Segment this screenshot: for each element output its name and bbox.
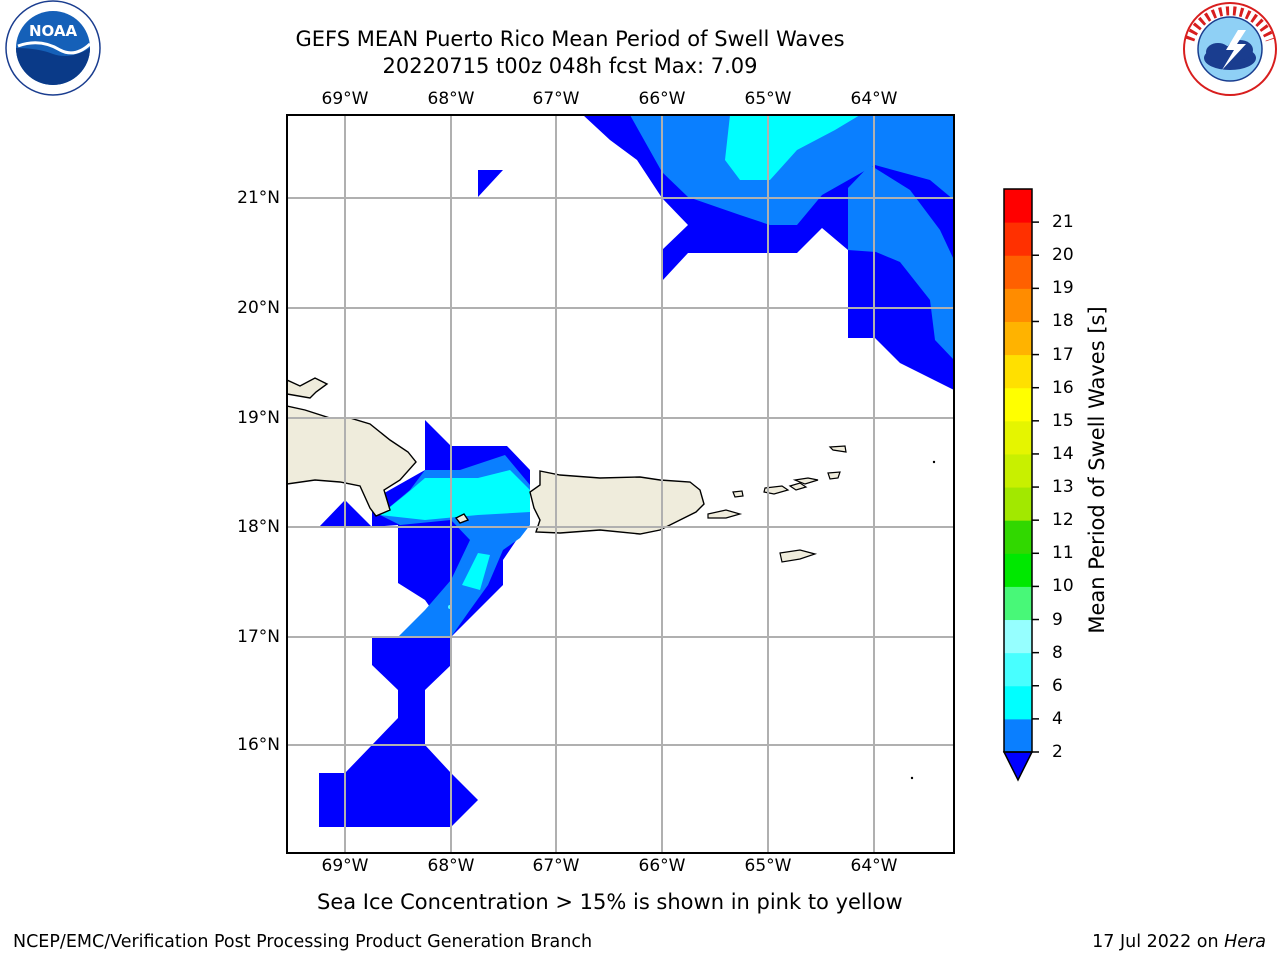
colorbar-tick-label: 19: [1052, 278, 1074, 299]
lat-label-right: 20°N: [958, 298, 1001, 318]
lat-label-left: 19°N: [237, 408, 280, 428]
footer-date-text: 17 Jul 2022 on: [1092, 932, 1219, 952]
colorbar-tick-label: 10: [1052, 576, 1074, 597]
nws-logo: [1183, 2, 1277, 96]
colorbar-tick-label: 12: [1052, 510, 1074, 531]
chart-title: GEFS MEAN Puerto Rico Mean Period of Swe…: [295, 27, 845, 51]
colorbar-tick-label: 6: [1052, 675, 1063, 696]
colorbar-tick-label: 18: [1052, 311, 1074, 332]
lon-label-bottom: 69°W: [321, 856, 369, 876]
lat-label-left: 21°N: [237, 188, 280, 208]
colorbar-tick-label: 15: [1052, 410, 1074, 431]
colorbar-tick-label: 16: [1052, 377, 1074, 398]
colorbar-title: Mean Period of Swell Waves [s]: [1085, 306, 1109, 634]
lat-label-right: 16°N: [958, 735, 1001, 755]
lat-label-right: 19°N: [958, 408, 1001, 428]
footer-date: 17 Jul 2022 on Hera: [1092, 932, 1266, 952]
footer-credit: NCEP/EMC/Verification Post Processing Pr…: [13, 932, 593, 952]
colorbar-tick-label: 17: [1052, 344, 1074, 365]
lat-label-left: 17°N: [237, 627, 280, 647]
lat-label-right: 18°N: [958, 517, 1001, 537]
lon-label-bottom: 66°W: [638, 856, 686, 876]
chart-subtitle: 20220715 t00z 048h fcst Max: 7.09: [382, 54, 758, 78]
lat-label-left: 20°N: [237, 298, 280, 318]
land-mona-island: [454, 513, 470, 524]
map-gridlines: [287, 115, 954, 853]
map-area: [287, 115, 954, 853]
land-small-islands: [707, 445, 847, 563]
lon-label-top: 68°W: [427, 89, 475, 109]
swell-field-6-7: [380, 115, 860, 590]
lon-label-top: 64°W: [850, 89, 898, 109]
map-frame: [286, 114, 955, 854]
colorbar-tick-label: 8: [1052, 642, 1063, 663]
colorbar-tick-label: 2: [1052, 742, 1063, 762]
lon-label-top: 69°W: [321, 89, 369, 109]
noaa-logo: NOAA: [5, 0, 101, 96]
sea-ice-caption: Sea Ice Concentration > 15% is shown in …: [317, 890, 903, 914]
lat-label-left: 16°N: [237, 735, 280, 755]
lon-label-bottom: 67°W: [532, 856, 580, 876]
lat-label-right: 21°N: [958, 188, 1001, 208]
lon-label-top: 67°W: [532, 89, 580, 109]
footer-machine: Hera: [1224, 932, 1266, 952]
colorbar-tick-label: 13: [1052, 477, 1074, 498]
colorbar-tick-label: 14: [1052, 443, 1074, 464]
lon-label-bottom: 68°W: [427, 856, 475, 876]
lon-label-bottom: 64°W: [850, 856, 898, 876]
lat-label-right: 17°N: [958, 627, 1001, 647]
colorbar-tick-label: 11: [1052, 543, 1074, 564]
noaa-logo-text: NOAA: [29, 22, 78, 40]
lon-label-top: 66°W: [638, 89, 686, 109]
colorbar-tick-label: 21: [1052, 212, 1074, 233]
colorbar-tick-label: 4: [1052, 708, 1063, 729]
lon-label-top: 65°W: [744, 89, 792, 109]
lon-label-bottom: 65°W: [744, 856, 792, 876]
colorbar-tick-label: 20: [1052, 245, 1074, 266]
colorbar-tick-label: 9: [1052, 609, 1063, 630]
lat-label-left: 18°N: [237, 517, 280, 537]
land-puerto-rico: [529, 470, 705, 535]
